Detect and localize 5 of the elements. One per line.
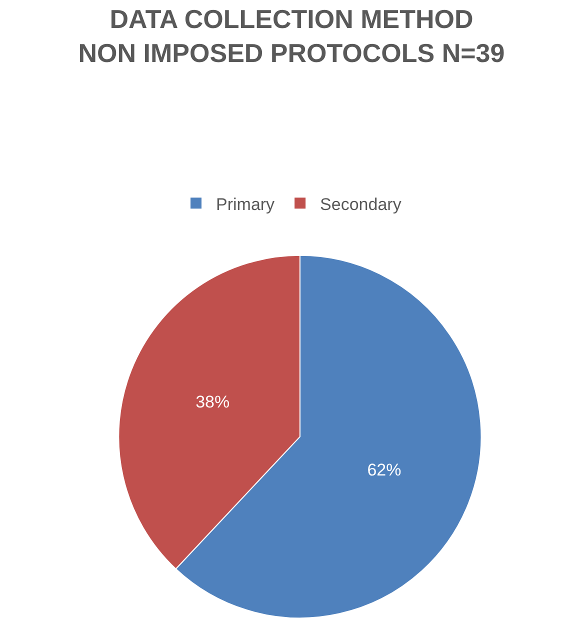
data-label: 62% bbox=[367, 460, 402, 480]
legend-label: Primary bbox=[216, 194, 276, 214]
chart-title: DATA COLLECTION METHOD NON IMPOSED PROTOCOLS N=39 bbox=[78, 4, 505, 68]
data-label: 38% bbox=[196, 392, 230, 412]
legend-label: Secondary bbox=[320, 194, 402, 214]
